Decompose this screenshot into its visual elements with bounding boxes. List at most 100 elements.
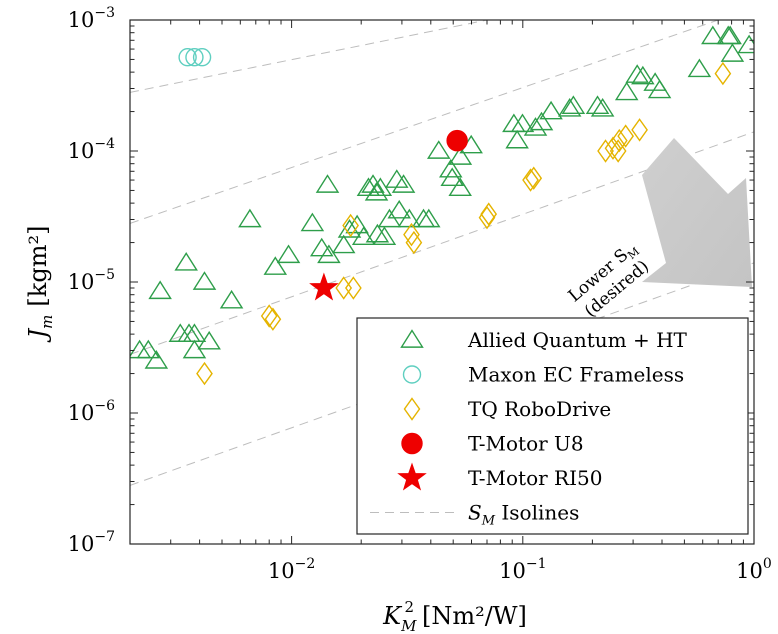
data-point	[510, 113, 535, 133]
y-tick-label: 10−7	[68, 529, 115, 556]
data-point	[196, 361, 213, 386]
data-point	[609, 139, 627, 163]
data-point	[264, 307, 282, 331]
legend-marker-star	[397, 462, 427, 491]
isoline-1	[130, 20, 488, 93]
data-point	[309, 237, 334, 257]
data-point	[136, 339, 161, 359]
data-point	[590, 97, 615, 117]
x-axis: 10−2 10−1 100	[129, 20, 772, 583]
data-point	[687, 58, 712, 78]
data-point	[185, 48, 204, 67]
legend-marker-circle	[402, 365, 422, 384]
data-point	[309, 272, 339, 301]
legend-label: TQ RoboDrive	[468, 397, 611, 421]
data-point	[426, 140, 451, 159]
data-point	[263, 256, 288, 275]
data-point	[219, 289, 244, 309]
data-point	[539, 100, 563, 120]
y-tick-label: 10−5	[68, 267, 115, 294]
data-point	[617, 124, 635, 148]
data-point	[148, 280, 172, 300]
series-4	[309, 272, 339, 301]
data-point	[342, 213, 359, 238]
data-point	[523, 117, 548, 136]
legend-label: T-Motor RI50	[468, 466, 602, 490]
data-point	[391, 174, 416, 193]
data-point	[192, 271, 217, 290]
y-axis: 10−7 10−6 10−5 10−4 10−3	[68, 5, 754, 556]
data-point	[701, 25, 725, 45]
data-point	[604, 136, 622, 160]
data-point	[331, 234, 356, 254]
data-point	[448, 146, 473, 165]
data-point	[337, 219, 362, 238]
series-2	[196, 61, 732, 386]
legend-label-isolines: SM Isolines	[468, 501, 579, 529]
data-point	[345, 214, 369, 234]
legend: Allied Quantum + HT Maxon EC Frameless TQ …	[356, 317, 749, 535]
data-point	[238, 208, 262, 228]
legend-marker-circle	[401, 432, 423, 455]
data-point	[448, 177, 472, 197]
data-point	[361, 174, 385, 193]
y-tick-label: 10−6	[68, 398, 115, 425]
x-tick-label: 10−1	[499, 556, 546, 583]
data-point	[438, 158, 463, 178]
x-axis-label: KM2 [Nm²/W]	[382, 598, 527, 634]
data-point	[440, 167, 464, 187]
series-1	[178, 48, 212, 67]
data-point	[315, 174, 340, 193]
data-point	[387, 199, 411, 219]
data-point	[714, 61, 732, 86]
y-axis-label: Jm[kgm²]	[24, 226, 56, 344]
y-tick-label: 10−4	[68, 136, 115, 163]
data-point	[625, 64, 649, 83]
legend-label: Allied Quantum + HT	[467, 328, 688, 352]
data-point	[631, 65, 655, 85]
data-point	[197, 330, 221, 350]
legend-label: Maxon EC Frameless	[468, 363, 684, 387]
data-point	[403, 222, 420, 247]
x-tick-label: 100	[736, 556, 772, 583]
data-point	[737, 34, 754, 54]
data-point	[174, 252, 198, 271]
data-point	[364, 181, 389, 201]
lower-sm-arrow-icon	[642, 138, 752, 287]
markers-group	[130, 25, 754, 386]
data-point	[561, 95, 586, 114]
data-point	[614, 81, 639, 101]
data-point	[345, 276, 362, 300]
data-point	[372, 226, 397, 245]
data-point	[529, 111, 554, 131]
data-point	[505, 129, 529, 149]
legend-label: T-Motor U8	[468, 432, 584, 456]
data-point	[597, 139, 614, 163]
data-point	[276, 244, 301, 264]
data-point	[585, 95, 610, 114]
data-point	[351, 226, 376, 245]
x-tick-label: 10−2	[268, 556, 315, 583]
data-point	[525, 166, 543, 190]
data-point	[446, 129, 468, 152]
legend-marker-triangle	[400, 329, 424, 348]
y-tick-label: 10−3	[68, 5, 115, 32]
data-point	[182, 323, 207, 342]
data-point	[480, 202, 498, 226]
legend-box	[356, 317, 749, 535]
data-point	[300, 212, 325, 232]
data-point	[557, 97, 582, 117]
data-point	[317, 244, 341, 264]
data-point	[718, 25, 742, 45]
isoline-2	[130, 20, 719, 224]
data-point	[631, 118, 648, 142]
data-point	[647, 79, 672, 99]
series-0	[130, 25, 754, 369]
data-point	[192, 48, 212, 67]
isoline-3	[130, 131, 754, 355]
data-point	[522, 168, 539, 192]
data-point	[144, 350, 169, 369]
data-point	[416, 208, 441, 228]
data-point	[365, 223, 390, 243]
data-point	[178, 48, 197, 67]
